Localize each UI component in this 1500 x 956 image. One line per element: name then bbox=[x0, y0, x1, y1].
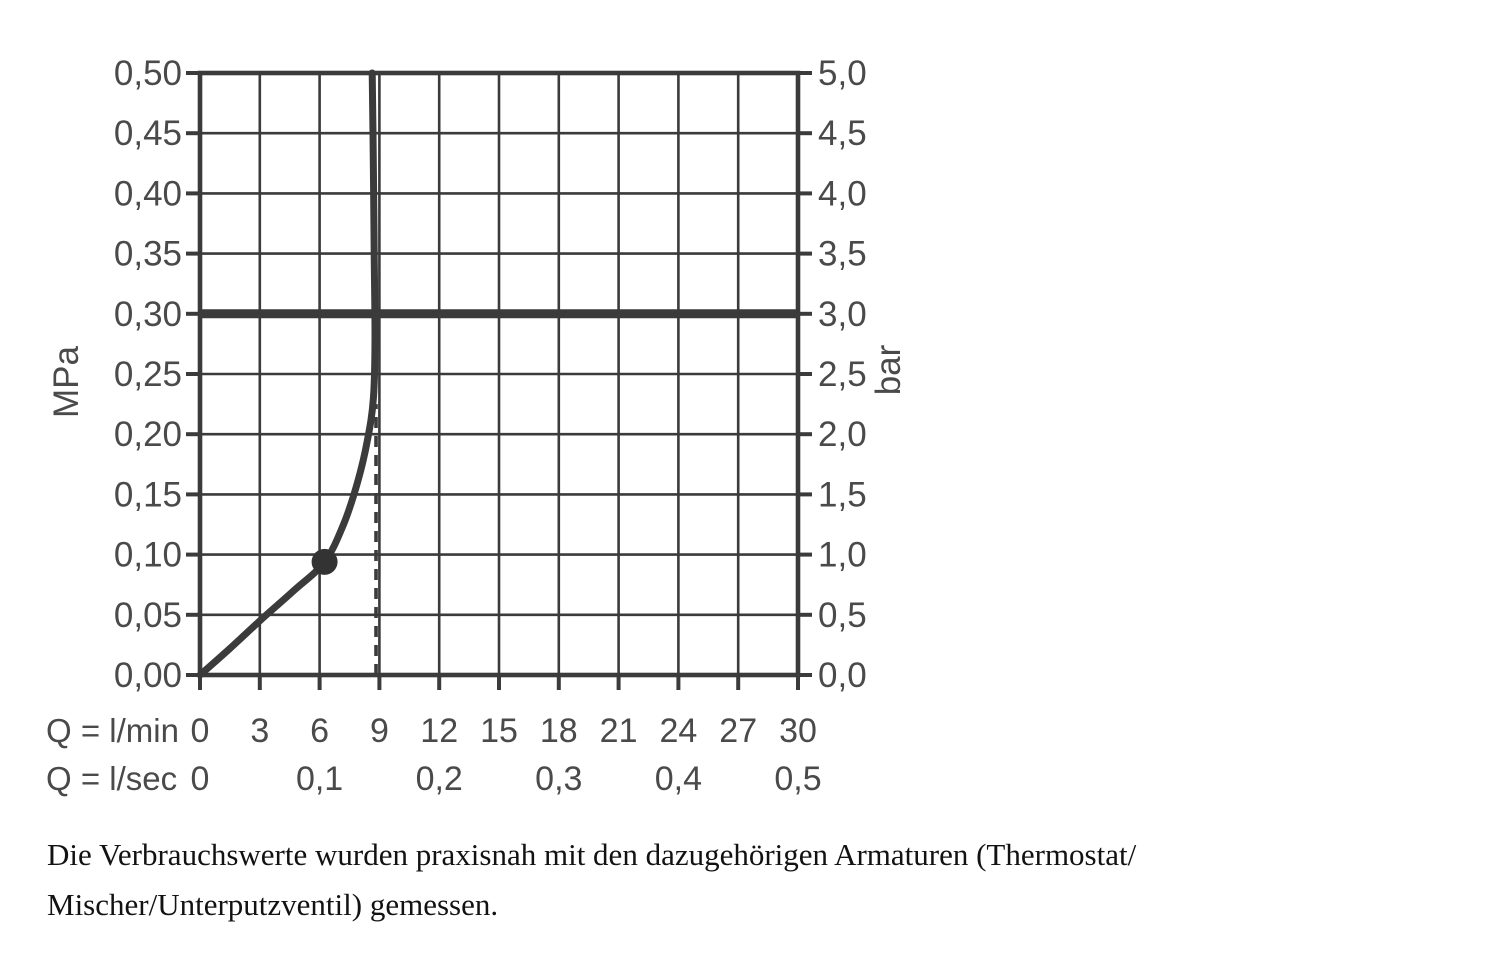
y-right-tick-label: 2,5 bbox=[818, 355, 867, 394]
x-axis-tick-label: 0,2 bbox=[416, 760, 463, 798]
y-left-tick-label: 0,20 bbox=[114, 415, 182, 454]
x-axis-row-label: Q = l/sec bbox=[46, 760, 177, 797]
x-axis-tick-label: 0,1 bbox=[296, 760, 343, 798]
y-left-tick-label: 0,45 bbox=[114, 114, 182, 153]
y-left-tick-label: 0,05 bbox=[114, 596, 182, 635]
y-left-tick-label: 0,35 bbox=[114, 235, 182, 274]
y-left-tick-label: 0,10 bbox=[114, 536, 182, 575]
x-axis-tick-label: 9 bbox=[370, 712, 389, 750]
y-right-tick-label: 1,0 bbox=[818, 536, 867, 575]
x-axis-tick-label: 3 bbox=[250, 712, 269, 750]
flow-pressure-curve bbox=[196, 69, 379, 679]
x-axis-tick-label: 12 bbox=[420, 712, 458, 750]
y-left-tick-label: 0,00 bbox=[114, 656, 182, 695]
y-right-axis-unit-label: bar bbox=[869, 344, 908, 395]
x-axis-tick-label: 0,3 bbox=[535, 760, 582, 798]
y-right-tick-label: 3,5 bbox=[818, 235, 867, 274]
x-axis-row-label: Q = l/min bbox=[46, 712, 179, 749]
flow-marker-point bbox=[311, 548, 338, 575]
flow-chart: 0,00 0,05 0,10 0,15 0,20 0,25 0,30 0,35 0,40 0,45… bbox=[46, 54, 908, 798]
y-right-tick-label: 1,5 bbox=[818, 475, 867, 514]
y-left-tick-label: 0,40 bbox=[114, 174, 182, 213]
x-axis-tick-label: 18 bbox=[540, 712, 578, 750]
caption-line-1: Die Verbrauchswerte wurden praxisnah mit… bbox=[47, 837, 1137, 872]
x-axis-tick-label: 30 bbox=[779, 712, 817, 750]
x-axis-tick-label: 0,5 bbox=[774, 760, 821, 798]
x-axis-tick-label: 0 bbox=[191, 712, 210, 750]
y-left-axis-unit-label: MPa bbox=[47, 345, 86, 418]
x-axis-tick-label: 21 bbox=[600, 712, 638, 750]
x-axis-tick-label: 6 bbox=[310, 712, 329, 750]
y-right-tick-label: 2,0 bbox=[818, 415, 867, 454]
y-right-tick-label: 0,5 bbox=[818, 596, 867, 635]
y-left-tick-label: 0,50 bbox=[114, 54, 182, 93]
x-axis-tick-label: 0 bbox=[191, 760, 210, 798]
x-axis-tick-label: 27 bbox=[719, 712, 757, 750]
caption-line-2: Mischer/Unterputzventil) gemessen. bbox=[47, 887, 499, 923]
x-axis-tick-label: 15 bbox=[480, 712, 518, 750]
y-right-tick-label: 4,0 bbox=[818, 174, 867, 213]
y-right-tick-label: 0,0 bbox=[818, 656, 867, 695]
flow-chart-svg: 0,000,050,100,150,200,250,300,350,400,45… bbox=[46, 54, 908, 798]
chart-caption: Die Verbrauchswerte wurden praxisnah mit… bbox=[47, 830, 1447, 930]
y-left-tick-label: 0,30 bbox=[114, 295, 182, 334]
y-left-tick-label: 0,25 bbox=[114, 355, 182, 394]
y-right-tick-label: 3,0 bbox=[818, 295, 867, 334]
y-right-tick-label: 5,0 bbox=[818, 54, 867, 93]
y-left-tick-label: 0,15 bbox=[114, 475, 182, 514]
x-axis-tick-label: 24 bbox=[659, 712, 697, 750]
x-axis-tick-label: 0,4 bbox=[655, 760, 702, 798]
y-right-tick-label: 4,5 bbox=[818, 114, 867, 153]
